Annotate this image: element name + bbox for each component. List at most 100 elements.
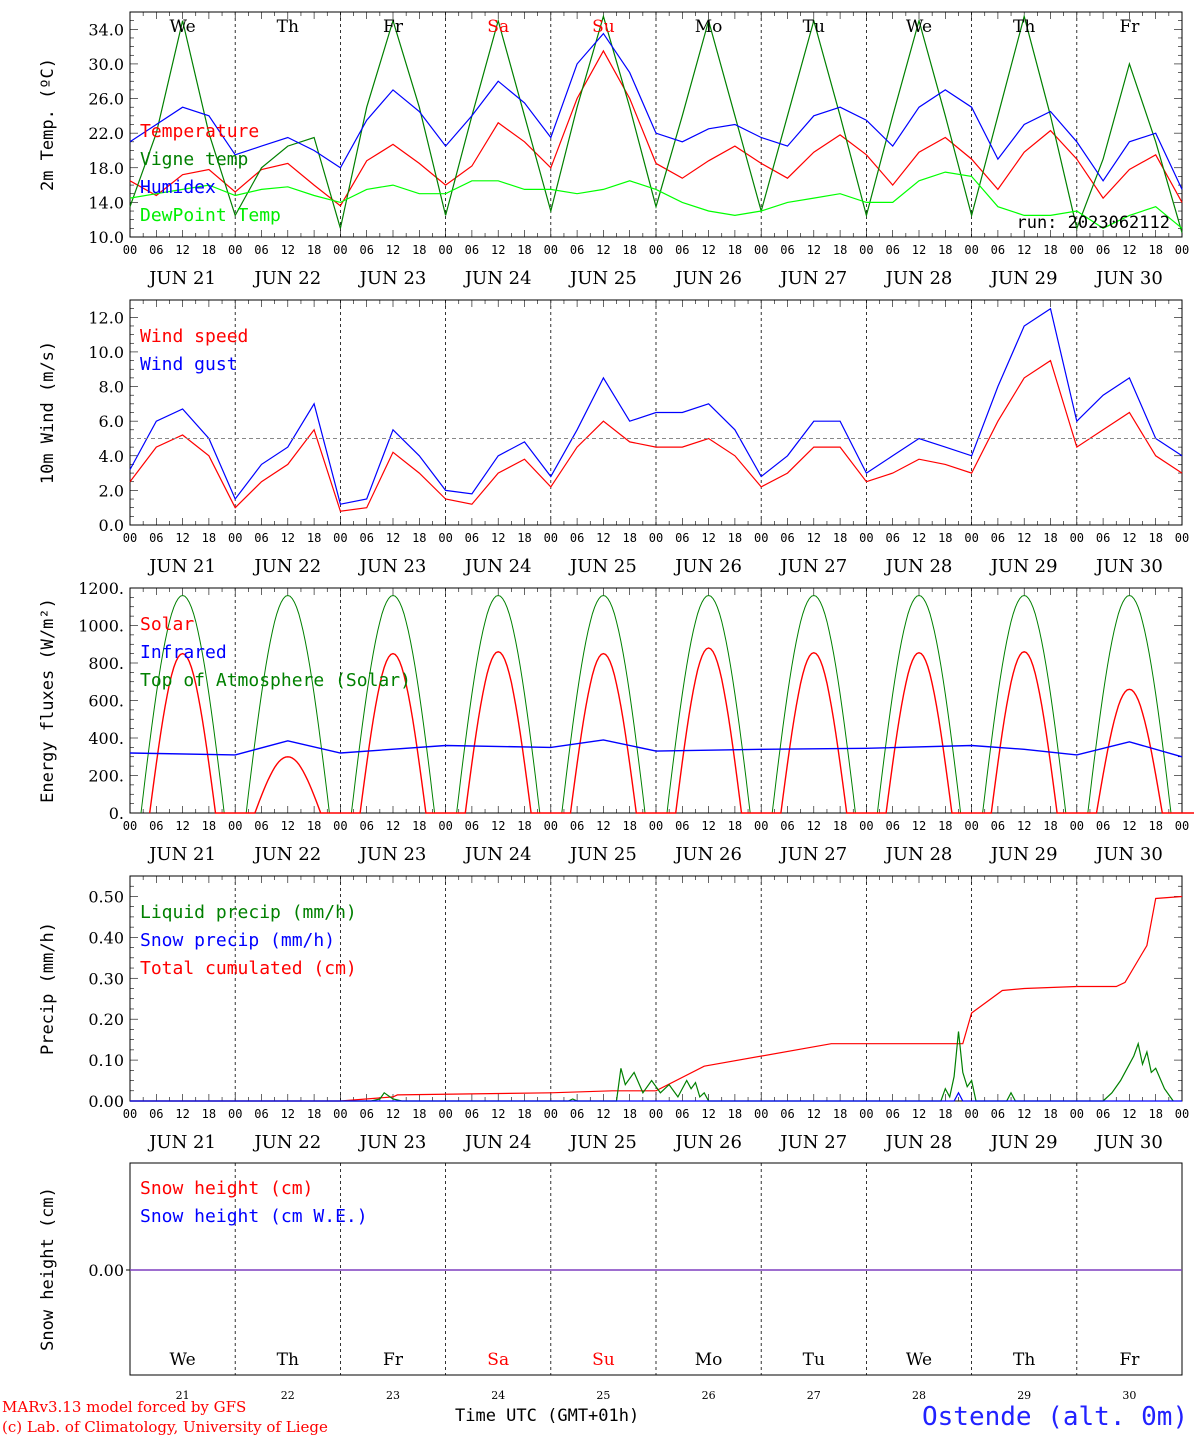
hour-tick-label: 00	[544, 531, 558, 545]
date-label: JUN 23	[358, 268, 427, 289]
hour-tick-label: 12	[175, 531, 189, 545]
series-line	[129, 359, 1183, 512]
hour-tick-label: 18	[202, 1107, 216, 1121]
hour-tick-label: 18	[728, 531, 742, 545]
legend-entry: Temperature	[140, 121, 259, 142]
hour-tick-label: 12	[491, 531, 505, 545]
hour-tick-label: 18	[412, 243, 426, 257]
weekday-label-bottom: We	[906, 1350, 932, 1370]
date-label: JUN 25	[568, 1132, 637, 1153]
hour-tick-label: 00	[123, 531, 137, 545]
date-label: JUN 28	[884, 268, 953, 289]
hour-tick-label: 18	[833, 819, 847, 833]
hour-tick-label: 00	[859, 243, 873, 257]
hour-tick-label: 12	[807, 819, 821, 833]
weekday-label-bottom: Tu	[803, 1350, 825, 1370]
hour-tick-label: 06	[675, 531, 689, 545]
date-label: JUN 27	[778, 844, 847, 865]
hour-tick-label: 06	[885, 819, 899, 833]
hour-tick-label: 12	[1017, 819, 1031, 833]
hour-tick-label: 00	[859, 1107, 873, 1121]
solar-line	[149, 647, 1194, 814]
date-label: JUN 27	[778, 1132, 847, 1153]
hour-tick-label: 06	[359, 243, 373, 257]
hour-tick-label: 12	[386, 531, 400, 545]
hour-tick-label: 18	[202, 531, 216, 545]
panel-frame	[129, 587, 1183, 814]
hour-tick-label: 12	[491, 819, 505, 833]
hour-tick-label: 06	[885, 243, 899, 257]
hour-tick-label: 00	[1175, 819, 1189, 833]
date-label: JUN 23	[358, 1132, 427, 1153]
date-label: JUN 22	[252, 844, 321, 865]
date-label: JUN 25	[568, 844, 637, 865]
hour-tick-label: 12	[596, 243, 610, 257]
hour-tick-label: 00	[754, 243, 768, 257]
y-tick-label: 0.	[109, 804, 124, 823]
hour-tick-label: 00	[333, 819, 347, 833]
hour-tick-label: 06	[149, 243, 163, 257]
hour-tick-label: 00	[1070, 1107, 1084, 1121]
hour-tick-label: 12	[912, 1107, 926, 1121]
y-tick-label: 1200.	[78, 579, 124, 598]
legend-entry: Top of Atmosphere (Solar)	[140, 670, 411, 691]
hour-tick-label: 06	[465, 1107, 479, 1121]
infrared-line	[129, 739, 1183, 758]
hour-tick-label: 18	[833, 531, 847, 545]
date-label: JUN 29	[989, 844, 1058, 865]
hour-tick-label: 00	[859, 819, 873, 833]
y-tick-label: 18.0	[88, 159, 124, 178]
y-tick-label: 2.0	[99, 481, 124, 500]
hour-tick-label: 06	[570, 819, 584, 833]
hour-tick-label: 00	[544, 1107, 558, 1121]
hour-tick-label: 18	[202, 243, 216, 257]
y-axis-title: 10m Wind (m/s)	[38, 341, 58, 484]
date-label: JUN 26	[673, 268, 742, 289]
legend-entry: Humidex	[140, 177, 216, 198]
hour-tick-label: 00	[544, 819, 558, 833]
hour-tick-label: 06	[465, 243, 479, 257]
y-axis-title: 2m Temp. (ºC)	[38, 58, 58, 191]
hour-tick-label: 12	[386, 1107, 400, 1121]
y-tick-label: 6.0	[99, 412, 124, 431]
weekday-label: We	[906, 17, 932, 37]
hour-tick-label: 00	[754, 819, 768, 833]
hour-tick-label: 06	[1096, 819, 1110, 833]
station-name: Ostende (alt. 0m)	[922, 1402, 1189, 1432]
y-axis-title: Precip (mm/h)	[38, 922, 58, 1055]
hour-tick-label: 18	[1043, 531, 1057, 545]
hour-tick-label: 00	[964, 531, 978, 545]
hour-tick-label: 00	[438, 531, 452, 545]
x-axis-title: Time UTC (GMT+01h)	[455, 1406, 640, 1426]
footer-credit-2: (c) Lab. of Climatology, University of L…	[2, 1418, 328, 1436]
date-label: JUN 25	[568, 556, 637, 577]
date-label: JUN 29	[989, 1132, 1058, 1153]
y-tick-label: 10.0	[88, 228, 124, 247]
weekday-label-bottom: Fr	[1119, 1350, 1140, 1370]
hour-tick-label: 18	[938, 531, 952, 545]
hour-tick-label: 06	[780, 819, 794, 833]
hour-tick-label: 12	[912, 819, 926, 833]
date-label: JUN 22	[252, 556, 321, 577]
weekday-label-bottom: Fr	[383, 1350, 404, 1370]
legend-entry: Snow precip (mm/h)	[140, 930, 335, 951]
hour-tick-label: 12	[807, 1107, 821, 1121]
toa-solar-line	[140, 594, 1193, 814]
date-label: JUN 30	[1094, 1132, 1163, 1153]
y-tick-label: 200.	[88, 767, 124, 786]
date-label: JUN 21	[147, 1132, 216, 1153]
hour-tick-label: 18	[622, 819, 636, 833]
date-label: JUN 22	[252, 1132, 321, 1153]
date-label: JUN 21	[147, 268, 216, 289]
hour-tick-label: 00	[649, 243, 663, 257]
date-label: JUN 23	[358, 844, 427, 865]
y-tick-label: 34.0	[88, 20, 124, 39]
y-tick-label: 0.40	[88, 928, 124, 947]
day-number-label: 22	[281, 1389, 295, 1402]
date-label: JUN 24	[463, 556, 532, 577]
hour-tick-label: 06	[991, 531, 1005, 545]
legend-entry: Solar	[140, 614, 194, 635]
weekday-label-bottom: Th	[277, 1350, 299, 1370]
hour-tick-label: 06	[359, 531, 373, 545]
hour-tick-label: 06	[570, 531, 584, 545]
